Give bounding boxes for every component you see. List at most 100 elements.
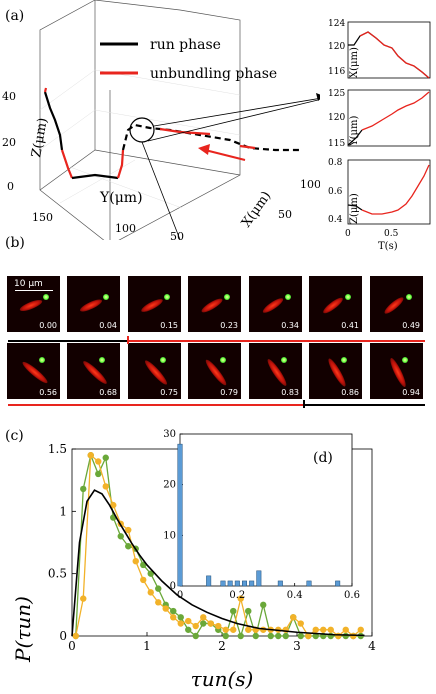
data-point (140, 576, 147, 584)
red-streak (78, 297, 104, 314)
frame-time-label: 0.75 (160, 388, 178, 397)
inset-frame (179, 433, 353, 587)
frame-time-label: 0.68 (99, 388, 117, 397)
data-point (237, 632, 244, 640)
data-point (147, 570, 154, 577)
data-point (177, 620, 184, 627)
data-point (230, 607, 237, 615)
histogram-bar (227, 580, 233, 587)
red-streak (321, 295, 345, 316)
inset-time-series: 124 120 116 X(μm) 125 120 115 Y(μm) 0.8 … (328, 19, 431, 252)
data-point (132, 558, 139, 565)
inset-x-ylabel: X(μm) (349, 47, 360, 78)
red-streak (199, 296, 225, 315)
green-spot (345, 294, 351, 300)
inset-z-xlabel: T(s) (378, 241, 398, 252)
data-point (95, 458, 102, 465)
data-point (200, 620, 207, 627)
y-tick-150: 150 (32, 211, 53, 224)
data-point (357, 626, 364, 633)
data-point (320, 626, 327, 633)
inset-x-tick-label: 0.2 (229, 590, 245, 601)
red-streak (20, 359, 50, 386)
frame-time-label: 0.94 (402, 388, 420, 397)
y-tick-label: 1.5 (48, 442, 67, 456)
microscopy-frame: 0.83 (249, 343, 302, 399)
red-streak (139, 296, 165, 315)
phase-bar-unbundling-1 (128, 340, 425, 342)
inset-y-ytick-120: 120 (328, 113, 345, 123)
red-streak (261, 295, 285, 316)
microscopy-frame: 0.15 (128, 276, 181, 332)
inset-z-xtick-05: 0.5 (384, 229, 399, 239)
data-point (342, 626, 349, 633)
microscopy-frame: 0.04 (67, 276, 120, 332)
data-point (177, 614, 184, 621)
trajectory-3d-plot: run phase unbundling phase Z(μm) 0 20 40… (2, 0, 320, 240)
red-streak (142, 358, 170, 387)
microscopy-frame: 0.00 (7, 276, 60, 332)
microscopy-frame: 0.34 (249, 276, 302, 332)
inset-y-ylabel: Y(μm) (349, 116, 360, 147)
data-point (87, 452, 94, 459)
data-point (170, 607, 177, 615)
z-tick-40: 40 (2, 90, 16, 103)
frame-time-label: 0.56 (39, 388, 57, 397)
data-point (245, 607, 252, 615)
data-point (237, 595, 244, 602)
frame-time-label: 0.15 (160, 321, 178, 330)
data-point (222, 626, 229, 633)
data-point (335, 632, 342, 640)
data-point (207, 620, 214, 627)
histogram-bar (249, 580, 255, 587)
histogram-bar (206, 575, 212, 587)
data-point (192, 632, 199, 640)
histogram-bar (220, 580, 226, 587)
inset-x-tick-label: 0 (177, 590, 183, 601)
data-point (327, 626, 334, 633)
chart-xlabel: τun(s) (191, 667, 254, 691)
data-point (290, 614, 297, 621)
green-spot (285, 294, 291, 300)
panel-label-a: (a) (5, 8, 25, 24)
data-point (267, 632, 274, 640)
red-streak (18, 297, 44, 314)
data-point (80, 595, 87, 602)
phase-bar-run-2 (304, 404, 425, 406)
histogram-bar (306, 580, 312, 587)
green-spot (99, 357, 105, 363)
data-point (282, 632, 289, 640)
chart-ylabel: P(τun) (11, 596, 35, 663)
green-spot (402, 357, 408, 363)
y-tick-label: 0.5 (48, 567, 67, 581)
histogram-bar (335, 580, 341, 587)
data-point (125, 526, 132, 534)
data-point (215, 622, 222, 630)
histogram-bar (234, 580, 240, 587)
inset-x-tick-label: 0.4 (287, 590, 303, 601)
inset-y-tick-label: 10 (163, 530, 176, 541)
data-point (125, 543, 132, 550)
microscopy-frame: 0.68 (67, 343, 120, 399)
frame-time-label: 0.00 (39, 321, 57, 330)
phase-bar-unbundling-2 (8, 404, 304, 406)
data-point (297, 632, 304, 640)
green-spot (224, 294, 230, 300)
legend-run-phase: run phase (150, 37, 221, 53)
frame-time-label: 0.49 (402, 321, 420, 330)
green-spot (281, 357, 287, 363)
y-tick-100: 100 (115, 222, 136, 235)
frame-time-label: 0.34 (281, 321, 299, 330)
y-tick-0: 0 (216, 238, 223, 240)
data-point (342, 632, 349, 640)
inset-z-xtick-0: 0 (345, 229, 351, 239)
x-tick-50: 50 (278, 208, 292, 221)
x-axis-label: X(μm) (239, 189, 274, 231)
x-tick-label: 4 (368, 639, 376, 653)
x-tick-label: 0 (68, 639, 76, 653)
inset-z-ylabel: Z(μm) (349, 193, 360, 224)
phase-bar-run-1 (8, 340, 128, 342)
green-spot (406, 294, 412, 300)
data-point (155, 599, 162, 606)
data-point (155, 585, 162, 592)
